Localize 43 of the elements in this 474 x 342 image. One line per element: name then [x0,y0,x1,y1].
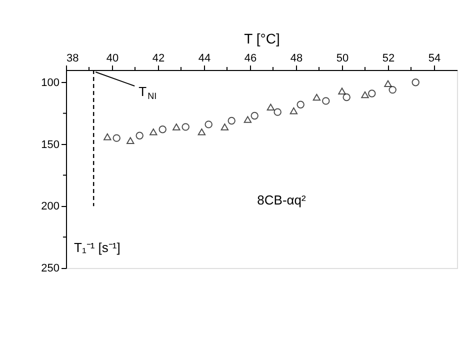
y-tick-label: 200 [41,200,60,213]
x-tick-label: 54 [428,52,441,64]
point [198,128,206,136]
point [322,97,330,105]
x-tick-label: 42 [152,52,165,64]
annotation: 8CB-αq² [257,192,307,208]
x-axis-title: T [°C] [244,30,280,46]
point [158,126,166,134]
point [136,132,144,140]
point [361,91,369,98]
point [296,100,304,108]
y-tick-label: 150 [41,138,60,151]
x-tick-label: 40 [106,52,119,64]
y-tick-label: 250 [41,262,60,274]
point [368,90,376,98]
point [290,107,298,114]
point [412,78,420,86]
point [338,88,346,94]
x-tick-label: 38 [66,52,79,64]
y-axis-title: T₁⁻¹ [s⁻¹] [74,240,120,255]
point [266,104,275,111]
point [228,116,236,125]
x-tick-label: 50 [336,52,349,64]
point [126,137,134,144]
x-tick-label: 46 [244,52,257,64]
y-tick-label: 100 [41,76,60,89]
point [388,86,396,94]
point [150,128,158,136]
point [244,116,252,123]
point [250,112,258,120]
point [220,124,229,130]
x-tick-label: 52 [382,52,395,64]
point [274,108,282,116]
x-tick-label: 44 [198,52,211,64]
point [182,123,190,131]
point [342,93,350,102]
point [384,80,392,88]
x-tick-label: 48 [290,52,303,64]
point [172,124,180,130]
point [312,94,321,101]
point [112,134,120,142]
point [104,133,112,140]
point [204,120,212,128]
